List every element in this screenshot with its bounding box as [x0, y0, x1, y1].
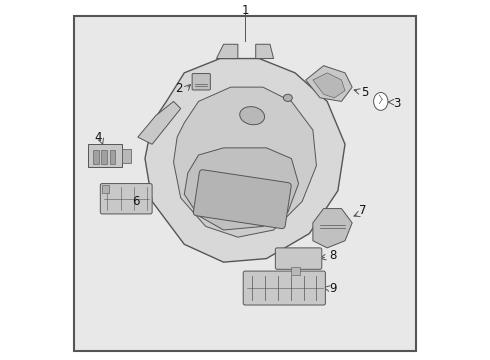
Text: 4: 4	[95, 131, 102, 144]
FancyBboxPatch shape	[194, 170, 291, 229]
Ellipse shape	[373, 93, 388, 111]
FancyBboxPatch shape	[100, 184, 152, 214]
Polygon shape	[306, 66, 352, 102]
FancyBboxPatch shape	[275, 248, 322, 269]
FancyBboxPatch shape	[122, 149, 131, 163]
Text: 8: 8	[329, 248, 336, 261]
Polygon shape	[313, 73, 345, 98]
Ellipse shape	[283, 94, 293, 102]
Text: 1: 1	[241, 4, 249, 17]
Text: 2: 2	[175, 82, 183, 95]
Polygon shape	[145, 59, 345, 262]
Text: 3: 3	[393, 97, 400, 110]
Bar	[93, 150, 99, 164]
Text: 7: 7	[359, 204, 367, 217]
Text: 9: 9	[329, 283, 336, 296]
FancyBboxPatch shape	[292, 267, 300, 275]
Polygon shape	[184, 148, 298, 230]
Polygon shape	[256, 44, 273, 59]
Polygon shape	[138, 102, 181, 144]
Ellipse shape	[240, 107, 265, 125]
FancyBboxPatch shape	[88, 144, 122, 167]
FancyBboxPatch shape	[102, 185, 109, 193]
FancyBboxPatch shape	[74, 16, 416, 351]
Bar	[110, 150, 115, 164]
Text: 6: 6	[132, 195, 140, 208]
FancyBboxPatch shape	[192, 73, 210, 90]
Text: 5: 5	[361, 86, 368, 99]
Polygon shape	[217, 44, 238, 59]
Bar	[101, 150, 107, 164]
Polygon shape	[173, 87, 317, 237]
Polygon shape	[313, 208, 352, 248]
FancyBboxPatch shape	[243, 271, 325, 305]
